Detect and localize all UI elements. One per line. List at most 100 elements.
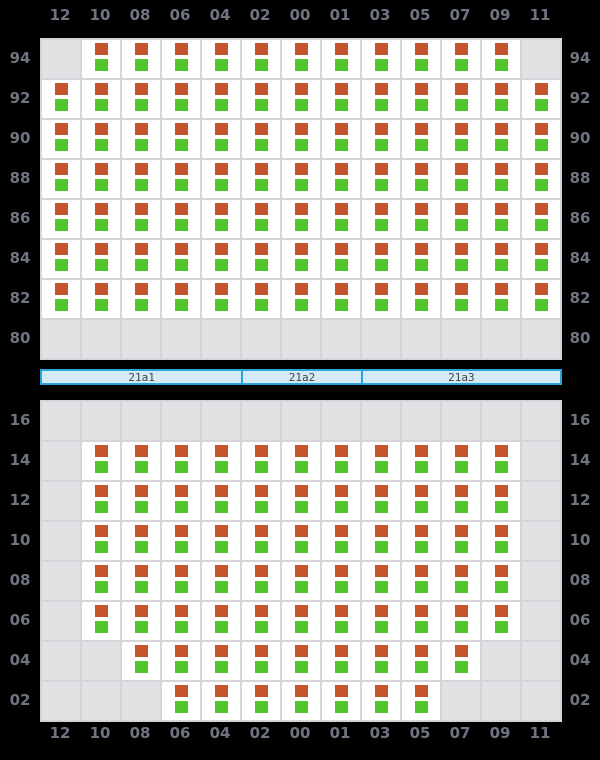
module-cell[interactable] (162, 522, 200, 560)
module-cell[interactable] (242, 442, 280, 480)
module-cell[interactable] (122, 160, 160, 198)
module-cell[interactable] (82, 442, 120, 480)
module-cell[interactable] (482, 80, 520, 118)
module-cell[interactable] (362, 160, 400, 198)
module-cell[interactable] (242, 482, 280, 520)
module-cell[interactable] (322, 482, 360, 520)
module-cell[interactable] (122, 200, 160, 238)
module-cell[interactable] (242, 522, 280, 560)
module-cell[interactable] (402, 442, 440, 480)
module-cell[interactable] (282, 642, 320, 680)
module-cell[interactable] (482, 602, 520, 640)
module-cell[interactable] (482, 522, 520, 560)
module-cell[interactable] (402, 482, 440, 520)
module-cell[interactable] (442, 522, 480, 560)
module-cell[interactable] (282, 40, 320, 78)
module-cell[interactable] (122, 522, 160, 560)
module-cell[interactable] (202, 682, 240, 720)
module-cell[interactable] (82, 200, 120, 238)
module-cell[interactable] (162, 200, 200, 238)
module-cell[interactable] (242, 682, 280, 720)
module-cell[interactable] (482, 160, 520, 198)
module-cell[interactable] (202, 442, 240, 480)
module-cell[interactable] (122, 442, 160, 480)
module-cell[interactable] (282, 280, 320, 318)
module-cell[interactable] (322, 40, 360, 78)
module-cell[interactable] (162, 562, 200, 600)
module-cell[interactable] (162, 40, 200, 78)
module-cell[interactable] (402, 40, 440, 78)
module-cell[interactable] (362, 642, 400, 680)
module-cell[interactable] (402, 682, 440, 720)
sector-segment[interactable]: 21a3 (360, 371, 560, 384)
module-cell[interactable] (122, 602, 160, 640)
module-cell[interactable] (122, 482, 160, 520)
module-cell[interactable] (522, 160, 560, 198)
module-cell[interactable] (442, 80, 480, 118)
module-cell[interactable] (362, 562, 400, 600)
module-cell[interactable] (82, 562, 120, 600)
module-cell[interactable] (42, 200, 80, 238)
module-cell[interactable] (202, 80, 240, 118)
module-cell[interactable] (362, 482, 400, 520)
module-cell[interactable] (402, 200, 440, 238)
module-cell[interactable] (202, 200, 240, 238)
module-cell[interactable] (482, 40, 520, 78)
module-cell[interactable] (42, 160, 80, 198)
module-cell[interactable] (362, 200, 400, 238)
module-cell[interactable] (122, 80, 160, 118)
module-cell[interactable] (282, 442, 320, 480)
module-cell[interactable] (242, 562, 280, 600)
module-cell[interactable] (482, 200, 520, 238)
module-cell[interactable] (442, 280, 480, 318)
module-cell[interactable] (402, 120, 440, 158)
module-cell[interactable] (82, 120, 120, 158)
module-cell[interactable] (442, 120, 480, 158)
module-cell[interactable] (162, 602, 200, 640)
module-cell[interactable] (322, 642, 360, 680)
module-cell[interactable] (82, 40, 120, 78)
module-cell[interactable] (402, 280, 440, 318)
module-cell[interactable] (242, 240, 280, 278)
module-cell[interactable] (162, 642, 200, 680)
module-cell[interactable] (522, 280, 560, 318)
module-cell[interactable] (482, 482, 520, 520)
module-cell[interactable] (242, 40, 280, 78)
module-cell[interactable] (402, 522, 440, 560)
module-cell[interactable] (282, 602, 320, 640)
module-cell[interactable] (402, 602, 440, 640)
module-cell[interactable] (162, 240, 200, 278)
module-cell[interactable] (202, 642, 240, 680)
module-cell[interactable] (242, 120, 280, 158)
module-cell[interactable] (522, 200, 560, 238)
module-cell[interactable] (482, 562, 520, 600)
module-cell[interactable] (482, 120, 520, 158)
module-cell[interactable] (442, 482, 480, 520)
module-cell[interactable] (482, 240, 520, 278)
sector-segment[interactable]: 21a2 (241, 371, 361, 384)
module-cell[interactable] (282, 160, 320, 198)
module-cell[interactable] (442, 442, 480, 480)
module-cell[interactable] (322, 240, 360, 278)
module-cell[interactable] (322, 562, 360, 600)
module-cell[interactable] (122, 40, 160, 78)
module-cell[interactable] (522, 120, 560, 158)
module-cell[interactable] (162, 120, 200, 158)
module-cell[interactable] (122, 120, 160, 158)
module-cell[interactable] (242, 642, 280, 680)
module-cell[interactable] (442, 160, 480, 198)
module-cell[interactable] (242, 200, 280, 238)
module-cell[interactable] (82, 80, 120, 118)
module-cell[interactable] (42, 280, 80, 318)
module-cell[interactable] (482, 280, 520, 318)
module-cell[interactable] (282, 200, 320, 238)
module-cell[interactable] (122, 280, 160, 318)
module-cell[interactable] (402, 80, 440, 118)
module-cell[interactable] (362, 80, 400, 118)
module-cell[interactable] (322, 682, 360, 720)
module-cell[interactable] (162, 80, 200, 118)
module-cell[interactable] (322, 120, 360, 158)
module-cell[interactable] (162, 682, 200, 720)
module-cell[interactable] (202, 280, 240, 318)
module-cell[interactable] (402, 160, 440, 198)
